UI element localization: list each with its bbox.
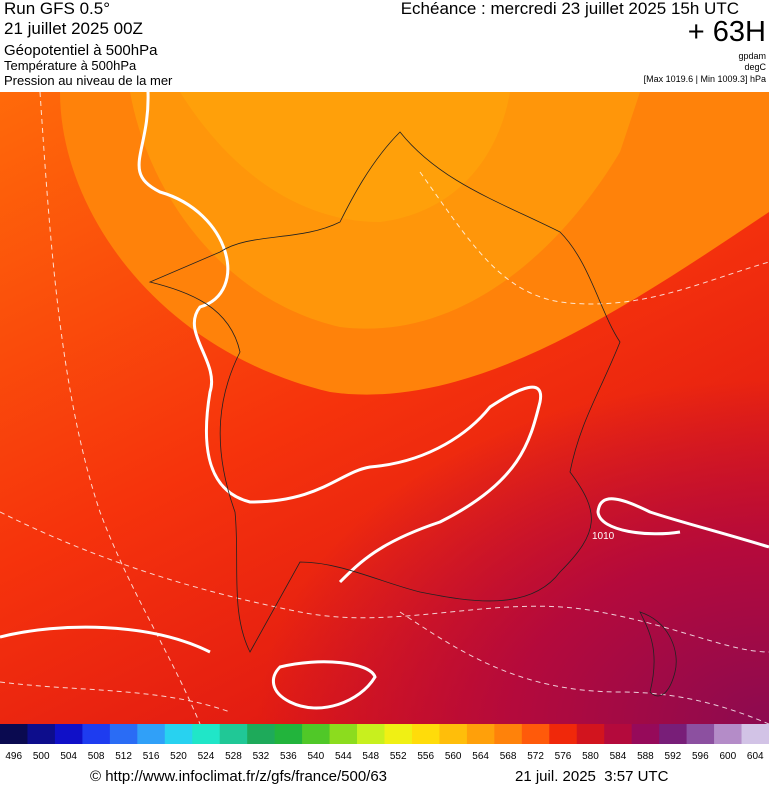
color-swatch <box>631 724 660 744</box>
color-swatch <box>576 724 605 744</box>
unit: degC <box>744 62 766 72</box>
source-url: © http://www.infoclimat.fr/z/gfs/france/… <box>90 768 388 785</box>
color-swatch <box>357 724 385 744</box>
colorbar-label: 564 <box>472 751 489 762</box>
colorbar-label: 560 <box>445 751 462 762</box>
colorbar-label: 584 <box>610 751 627 762</box>
colorbar-label: 540 <box>307 751 324 762</box>
colorbar: 496 500 504 508 512 516 520 524 528 532 536 540 544 5… <box>0 724 769 762</box>
valid-time: Echéance : mercredi 23 juillet 2025 15h … <box>400 0 739 18</box>
isobar <box>0 625 211 654</box>
colorbar-label: 580 <box>582 751 599 762</box>
color-swatch <box>439 724 468 744</box>
lead-time: + 63H <box>687 16 766 48</box>
color-swatch <box>302 724 331 744</box>
colorbar-label: 548 <box>362 751 379 762</box>
color-swatch <box>714 724 743 744</box>
isobars <box>0 92 769 710</box>
color-swatch <box>109 724 138 744</box>
color-swatch <box>219 724 248 744</box>
color-swatch <box>494 724 523 744</box>
color-swatch <box>686 724 715 744</box>
timestamp: 21 juil. 2025 3:57 UTC <box>515 768 669 785</box>
color-swatch <box>164 724 193 744</box>
color-swatch <box>82 724 111 744</box>
colorbar-label: 544 <box>335 751 352 762</box>
model: Run GFS 0.5° <box>4 0 111 18</box>
color-swatch <box>27 724 56 744</box>
field: Géopotentiel à 500hPa <box>4 42 158 59</box>
colorbar-label: 524 <box>198 751 215 762</box>
color-swatch <box>659 724 688 744</box>
temperature-band <box>180 92 510 222</box>
map: 1010 <box>0 92 769 724</box>
borders <box>148 131 677 697</box>
colorbar-label: 588 <box>637 751 654 762</box>
color-swatch <box>54 724 83 744</box>
color-swatch <box>411 724 440 744</box>
colorbar-label: 516 <box>143 751 160 762</box>
field: Pression au niveau de la mer <box>4 73 173 88</box>
isobar <box>137 92 543 584</box>
unit: gpdam <box>738 51 766 61</box>
color-swatch <box>329 724 358 744</box>
color-swatch <box>0 724 28 744</box>
colorbar-label: 600 <box>719 751 736 762</box>
colorbar-label: 532 <box>253 751 270 762</box>
isobar-label: 1010 <box>592 531 615 542</box>
colorbar-label: 508 <box>88 751 105 762</box>
pressure-range: [Max 1019.6 | Min 1009.3] hPa <box>643 74 766 84</box>
colorbar-label: 528 <box>225 751 242 762</box>
colorbar-label: 604 <box>747 751 764 762</box>
colorbar-label: 504 <box>60 751 77 762</box>
isotherms <box>0 92 769 724</box>
field: Température à 500hPa <box>4 58 137 73</box>
colorbar-label: 552 <box>390 751 407 762</box>
color-swatch <box>137 724 166 744</box>
color-swatch <box>192 724 221 744</box>
color-swatch <box>274 724 303 744</box>
colorbar-label: 500 <box>33 751 50 762</box>
color-swatch <box>604 724 633 744</box>
colorbar-label: 496 <box>5 751 22 762</box>
color-swatch <box>247 724 276 744</box>
colorbar-label: 568 <box>500 751 517 762</box>
color-swatch <box>521 724 550 744</box>
color-swatch <box>549 724 578 744</box>
colorbar-label: 512 <box>115 751 132 762</box>
color-swatch <box>466 724 495 744</box>
colorbar-label: 556 <box>417 751 434 762</box>
colorbar-label: 536 <box>280 751 297 762</box>
colorbar-label: 576 <box>555 751 572 762</box>
colorbar-label: 572 <box>527 751 544 762</box>
color-swatch <box>741 724 769 744</box>
color-swatch <box>384 724 413 744</box>
isobar <box>596 497 769 549</box>
colorbar-label: 520 <box>170 751 187 762</box>
colorbar-label: 592 <box>665 751 682 762</box>
run: 21 juillet 2025 00Z <box>4 19 143 38</box>
colorbar-label: 596 <box>692 751 709 762</box>
isobar <box>271 660 377 710</box>
